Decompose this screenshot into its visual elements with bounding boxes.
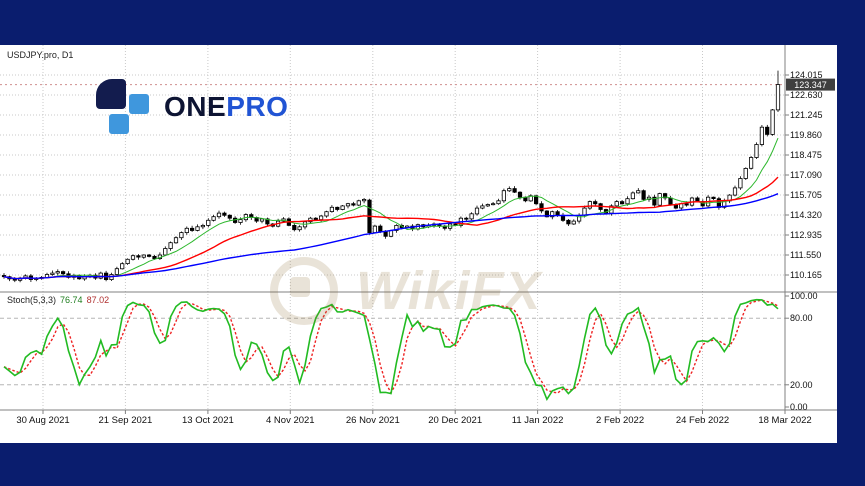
ma-mid-line	[3, 176, 779, 280]
svg-text:117.090: 117.090	[790, 170, 822, 180]
svg-text:18 Mar 2022: 18 Mar 2022	[758, 415, 811, 426]
price-chart-area[interactable]: 124.015 122.630 121.245 119.860 118.475 117.0…	[0, 45, 837, 443]
svg-text:26 Nov 2021: 26 Nov 2021	[346, 415, 400, 426]
current-price-tag: 123.347	[786, 78, 835, 91]
time-axis-labels: 30 Aug 2021 21 Sep 2021 13 Oct 2021 4 Nov 2…	[16, 415, 811, 426]
logo-word-pro: PRO	[226, 91, 289, 122]
svg-text:21 Sep 2021: 21 Sep 2021	[98, 415, 152, 426]
onepro-logo-text: ONEPRO	[164, 93, 288, 121]
svg-text:20.00: 20.00	[790, 380, 813, 390]
svg-text:114.320: 114.320	[790, 210, 822, 220]
svg-text:119.860: 119.860	[790, 130, 822, 140]
stoch-level-lines	[0, 317, 785, 386]
chart-svg: 124.015 122.630 121.245 119.860 118.475 117.0…	[0, 45, 837, 426]
svg-text:121.245: 121.245	[790, 110, 823, 120]
onepro-logo: ONEPRO	[96, 79, 288, 135]
axes-layer	[0, 45, 837, 414]
stoch-signal-line	[3, 299, 779, 395]
svg-text:11 Jan 2022: 11 Jan 2022	[512, 415, 564, 426]
logo-word-one: ONE	[164, 91, 227, 122]
onepro-logo-icon	[96, 79, 150, 135]
logo-tile-blue-right	[129, 94, 149, 114]
svg-text:124.015: 124.015	[790, 70, 823, 80]
chart-window: 124.015 122.630 121.245 119.860 118.475 117.0…	[0, 45, 837, 443]
svg-text:115.705: 115.705	[790, 190, 822, 200]
stoch-main-line	[3, 298, 779, 402]
stoch-axis-labels: 100.00 80.00 20.00 0.00	[790, 291, 818, 412]
svg-text:0.00: 0.00	[790, 402, 808, 412]
ma-fast-line	[3, 137, 779, 280]
svg-text:80.00: 80.00	[790, 313, 813, 323]
indicator-main-value: 76.74	[60, 295, 83, 305]
symbol-period-label: USDJPY.pro, D1	[7, 50, 74, 60]
svg-text:24 Feb 2022: 24 Feb 2022	[676, 415, 729, 426]
svg-text:4 Nov 2021: 4 Nov 2021	[266, 415, 315, 426]
svg-text:112.935: 112.935	[790, 230, 822, 240]
svg-text:111.550: 111.550	[790, 250, 821, 260]
svg-text:123.347: 123.347	[794, 80, 827, 90]
logo-tile-dark	[96, 79, 126, 109]
svg-text:30 Aug 2021: 30 Aug 2021	[16, 415, 69, 426]
svg-text:110.165: 110.165	[790, 270, 822, 280]
ma-slow-line	[3, 193, 779, 280]
svg-text:2 Feb 2022: 2 Feb 2022	[596, 415, 644, 426]
svg-text:122.630: 122.630	[790, 90, 823, 100]
svg-text:13 Oct 2021: 13 Oct 2021	[182, 415, 234, 426]
svg-text:118.475: 118.475	[790, 150, 822, 160]
stochastic-indicator-label: Stoch(5,3,3) 76.74 87.02	[7, 295, 109, 305]
indicator-signal-value: 87.02	[86, 295, 110, 305]
svg-text:20 Dec 2021: 20 Dec 2021	[428, 415, 482, 426]
logo-tile-blue-bottom	[109, 114, 129, 134]
price-axis-labels: 124.015 122.630 121.245 119.860 118.475 117.0…	[790, 70, 823, 280]
svg-text:100.00: 100.00	[790, 291, 818, 301]
indicator-name: Stoch(5,3,3)	[7, 295, 57, 305]
